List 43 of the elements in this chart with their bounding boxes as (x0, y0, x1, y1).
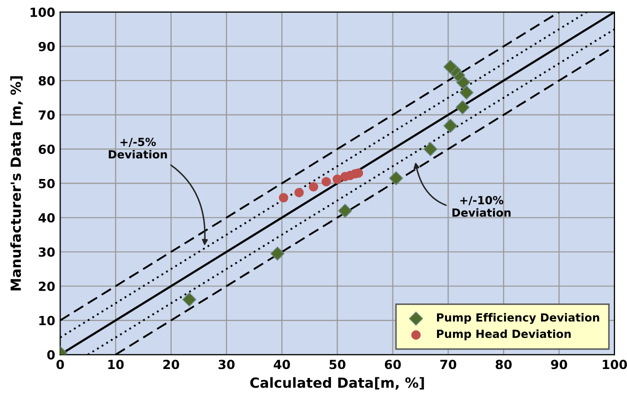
y-tick-label: 0 (47, 350, 55, 360)
y-tick-label: 10 (39, 316, 55, 326)
x-tick-label: 70 (440, 360, 456, 370)
y-tick-label: 100 (30, 8, 55, 18)
point (338, 204, 352, 218)
point (278, 193, 288, 202)
x-tick-label: 60 (384, 360, 401, 370)
x-tick-label: 20 (163, 360, 180, 370)
y-tick-label: 60 (38, 144, 55, 154)
y-tick-label: 40 (38, 213, 55, 223)
annotation: +/-10% Deviation (452, 196, 511, 217)
y-tick-label: 80 (38, 76, 55, 86)
point (332, 174, 342, 184)
point (456, 100, 470, 114)
point (459, 86, 474, 100)
point (322, 176, 331, 186)
y-tick-label: 50 (38, 178, 55, 188)
annotation: +/-5% Deviation (108, 138, 167, 159)
point (389, 171, 404, 186)
legend-label: Pump Efficiency Deviation (437, 313, 600, 324)
x-tick-label: 40 (274, 360, 290, 370)
point (182, 292, 196, 306)
y-axis-title: Manufacturer's Data [m, %] (10, 76, 23, 290)
point (270, 246, 284, 261)
x-tick-label: 80 (496, 360, 512, 370)
point (308, 182, 318, 192)
x-tick-label: 30 (218, 360, 235, 370)
y-tick-label: 70 (38, 110, 55, 120)
y-tick-label: 90 (38, 42, 55, 52)
point (423, 142, 438, 156)
x-axis-title: Calculated Data[m, %] (250, 377, 424, 390)
x-tick-label: 100 (602, 360, 627, 370)
point (294, 188, 304, 198)
point (443, 118, 458, 133)
y-tick-label: 30 (38, 247, 55, 257)
x-tick-label: 50 (330, 360, 346, 370)
legend-label: Pump Head Deviation (437, 329, 571, 340)
x-tick-label: 90 (550, 360, 568, 370)
x-tick-label: 0 (56, 360, 64, 370)
y-tick-label: 20 (38, 282, 55, 292)
point (456, 75, 470, 90)
x-tick-label: 10 (108, 360, 124, 370)
point (443, 60, 458, 74)
